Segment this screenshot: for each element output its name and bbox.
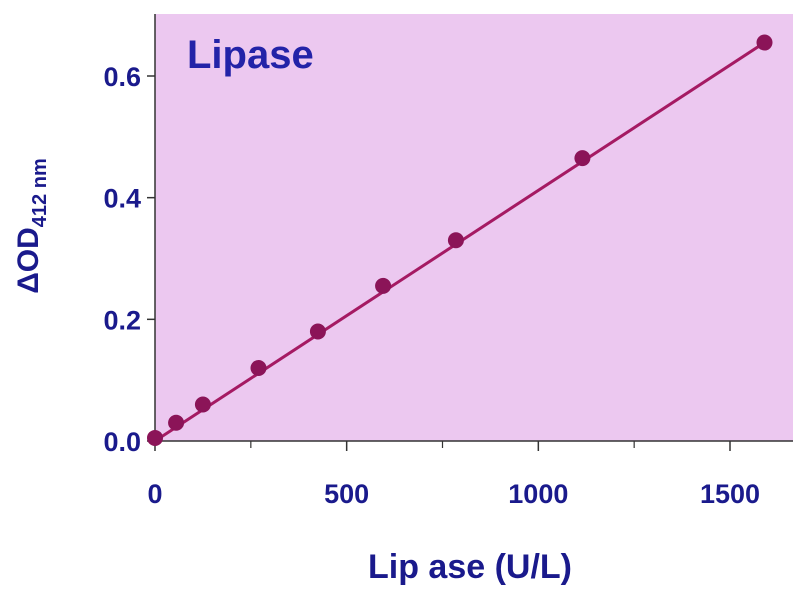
data-point	[574, 150, 591, 167]
data-point	[447, 232, 464, 249]
data-point	[168, 414, 185, 431]
chart-title: Lipase	[187, 33, 314, 77]
data-point	[756, 34, 773, 51]
y-axis-title-main: ΔOD	[12, 227, 45, 294]
x-tick-label: 0	[147, 479, 162, 509]
data-point	[194, 396, 211, 413]
y-axis-title: ΔOD412 nm	[12, 158, 51, 294]
y-tick-label: 0.2	[103, 305, 141, 335]
y-tick-label: 0.0	[103, 427, 141, 457]
x-tick-label: 1000	[508, 479, 568, 509]
x-axis-title: Lip ase (U/L)	[368, 548, 572, 586]
axes	[154, 14, 793, 442]
data-point	[147, 429, 163, 446]
y-axis-title-subscript: 412 nm	[29, 158, 51, 227]
data-point	[250, 360, 267, 376]
data-point	[309, 323, 326, 340]
data-points	[147, 34, 773, 446]
tick-labels: 0.0 0.2 0.4 0.6 0 500 1000 1500	[103, 62, 760, 509]
y-tick-label: 0.4	[103, 184, 141, 214]
y-tick-label: 0.6	[103, 62, 141, 92]
data-point	[375, 277, 392, 294]
x-tick-label: 500	[324, 479, 369, 509]
x-tick-label: 1500	[700, 479, 760, 509]
